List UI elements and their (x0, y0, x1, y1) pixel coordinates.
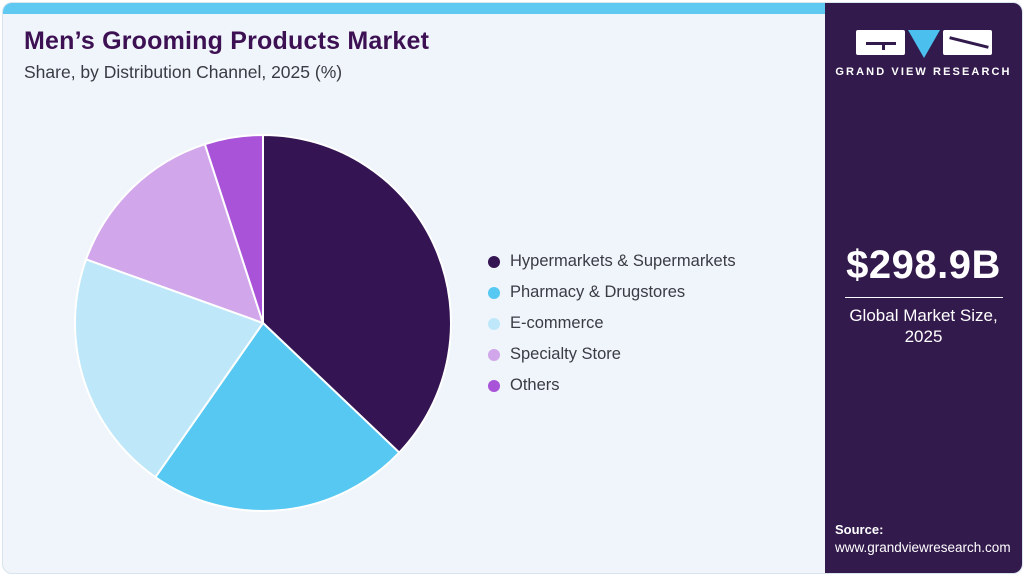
pie-chart (74, 134, 452, 512)
legend-item-pharmacy-drugstores: Pharmacy & Drugstores (488, 277, 736, 308)
logo-g-block (855, 30, 905, 55)
brand-name: GRAND VIEW RESEARCH (835, 66, 1012, 78)
page-title: Men’s Grooming Products Market (24, 27, 430, 55)
legend-item-e-commerce: E-commerce (488, 308, 736, 339)
pie-slice-pharmacy-drugstores (154, 322, 401, 512)
source-url-link[interactable]: www.grandviewresearch.com (835, 540, 1011, 555)
legend-label: Specialty Store (510, 345, 621, 363)
legend-item-specialty-store: Specialty Store (488, 339, 736, 370)
pie-slice-others (203, 134, 264, 324)
legend-item-hypermarkets-supermarkets: Hypermarkets & Supermarkets (488, 246, 736, 277)
pie-slice-e-commerce (74, 258, 264, 479)
logo-r-block (942, 30, 992, 55)
source-label: Source: (835, 522, 884, 537)
divider (844, 297, 1003, 298)
logo-v-triangle-icon (907, 30, 940, 58)
market-size-value: $298.9B (846, 243, 1001, 287)
legend-marker-icon (488, 348, 500, 361)
page-subtitle: Share, by Distribution Channel, 2025 (%) (24, 62, 343, 82)
top-accent-bar (3, 3, 826, 14)
legend-marker-icon (488, 286, 500, 299)
market-size-block: $298.9B Global Market Size, 2025 (825, 243, 1022, 348)
legend-item-others: Others (488, 370, 736, 401)
legend-label: E-commerce (510, 314, 604, 332)
brand-logo: GRAND VIEW RESEARCH (825, 30, 1022, 78)
legend-label: Pharmacy & Drugstores (510, 283, 686, 301)
legend-label: Hypermarkets & Supermarkets (510, 252, 736, 270)
title-block: Men’s Grooming Products Market Share, by… (24, 27, 429, 83)
gvr-logo-icon (855, 30, 992, 58)
market-size-label-line1: Global Market Size, (849, 306, 998, 325)
legend-label: Others (510, 376, 560, 394)
legend-marker-icon (488, 317, 500, 330)
chart-legend: Hypermarkets & Supermarkets Pharmacy & Dr… (488, 246, 736, 401)
pie-slice-hypermarkets-supermarkets (262, 134, 452, 454)
legend-marker-icon (488, 379, 500, 392)
sidebar: GRAND VIEW RESEARCH $298.9B Global Marke… (825, 3, 1022, 573)
market-size-label: Global Market Size, 2025 (825, 305, 1022, 348)
market-size-label-line2: 2025 (904, 327, 943, 347)
source-block: Source: www.grandviewresearch.com (835, 522, 1011, 555)
legend-marker-icon (488, 255, 500, 268)
